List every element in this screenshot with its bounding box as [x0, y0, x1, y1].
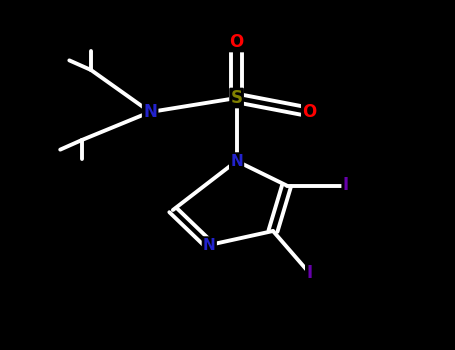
Text: N: N — [143, 103, 157, 121]
Text: S: S — [231, 89, 243, 107]
Text: N: N — [203, 238, 216, 252]
Text: I: I — [306, 264, 313, 282]
Text: I: I — [343, 176, 349, 195]
Text: O: O — [229, 33, 244, 51]
Text: N: N — [230, 154, 243, 168]
Text: O: O — [302, 103, 317, 121]
